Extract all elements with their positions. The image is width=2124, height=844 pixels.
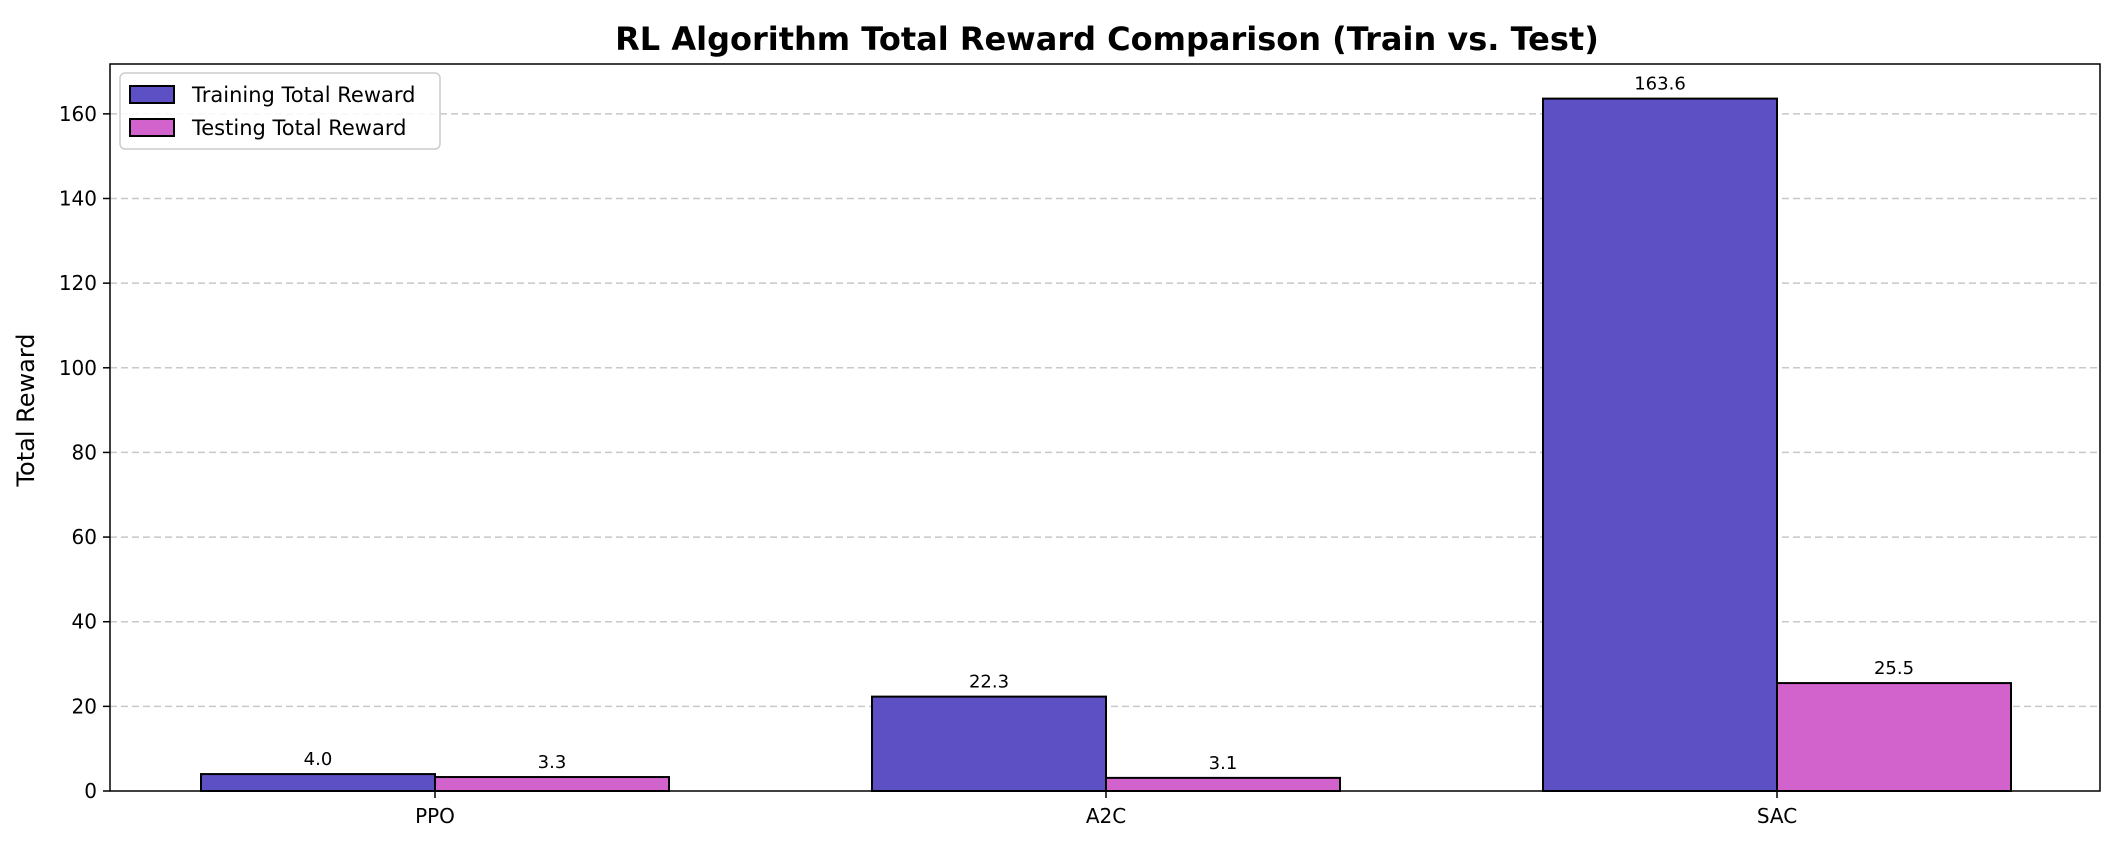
y-tick-label: 100 [59,356,97,380]
data-label: 4.0 [304,749,333,770]
data-label: 163.6 [1634,74,1686,95]
data-label: 3.3 [538,752,567,773]
bar-ppo-test [434,776,670,792]
y-axis-label: Total Reward [12,333,40,487]
y-tick-label: 0 [84,779,97,803]
bar-a2c-train [871,695,1107,792]
data-label: 22.3 [969,672,1009,693]
y-tick-label: 20 [72,694,97,718]
legend-entry: Training Total Reward [191,83,415,107]
data-labels: 4.0 3.3 22.3 3.1 163.6 25.5 [304,74,1914,774]
x-tick-label: PPO [415,804,455,828]
y-tick-label: 40 [72,610,97,634]
legend-box [119,72,441,150]
y-tick-label: 120 [59,271,97,295]
x-tick-label: SAC [1757,804,1797,828]
bar-sac-test [1776,682,2012,792]
y-axis-ticks: 0 20 40 60 80 100 120 140 160 [59,102,110,803]
legend-entry: Testing Total Reward [191,116,406,140]
y-tick-label: 80 [72,440,97,464]
data-label: 3.1 [1209,753,1238,774]
bar-ppo-train [200,773,436,792]
x-axis-ticks: PPO A2C SAC [415,791,1797,828]
data-label: 25.5 [1874,658,1914,679]
bars [200,97,2012,793]
chart-title: RL Algorithm Total Reward Comparison (Tr… [615,20,1599,58]
bar-a2c-test [1105,776,1341,792]
legend-swatch [129,118,175,137]
x-tick-label: A2C [1086,804,1126,828]
legend-swatch [129,85,175,104]
bar-sac-train [1542,97,1778,793]
y-tick-label: 160 [59,102,97,126]
gridlines [110,113,2100,708]
y-tick-label: 140 [59,186,97,210]
y-tick-label: 60 [72,525,97,549]
legend: Training Total Reward Testing Total Rewar… [119,72,441,150]
plot-frame [109,63,2101,792]
